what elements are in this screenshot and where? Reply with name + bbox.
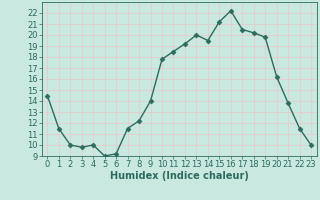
X-axis label: Humidex (Indice chaleur): Humidex (Indice chaleur) <box>110 171 249 181</box>
